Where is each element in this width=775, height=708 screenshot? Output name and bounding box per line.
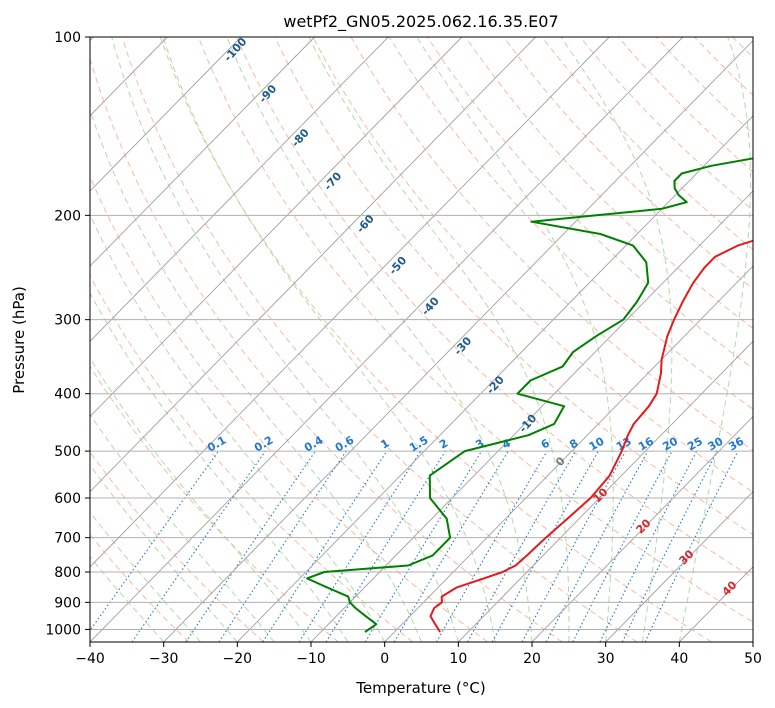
isotherm-line (384, 265, 753, 642)
mixing-ratio-line (521, 450, 627, 642)
dry-adiabat-line (90, 175, 488, 642)
dewpoint-profile-line (306, 157, 753, 633)
dry-adiabat-line (197, 37, 753, 623)
moist-adiabat-line (678, 37, 751, 642)
y-axis-title: Pressure (hPa) (10, 286, 28, 394)
isobar-gridlines (90, 37, 753, 630)
moist-adiabat-line (90, 213, 386, 642)
y-tick-label: 200 (54, 208, 81, 224)
y-tick-label: 1000 (45, 622, 81, 638)
temperature-profile-line (429, 239, 753, 633)
y-tick-label: 800 (54, 565, 81, 581)
dry-adiabat-line (90, 56, 563, 642)
moist-adiabat-line (226, 37, 533, 642)
mixing-ratio-line (90, 450, 220, 632)
mixing-ratio-line (131, 450, 266, 642)
moist-adiabats (90, 37, 751, 642)
dry-adiabat-line (236, 37, 753, 579)
y-tick-label: 500 (54, 444, 81, 460)
dry-adiabat-line (388, 37, 753, 410)
mixing-ratio-line (364, 450, 483, 642)
x-tick-label: −10 (296, 651, 326, 667)
moist-adiabat-line (416, 37, 614, 642)
series-lines (306, 157, 753, 633)
mixing-ratio-line (467, 450, 577, 642)
dry-adiabat-line (90, 451, 264, 642)
x-tick-label: −30 (149, 651, 179, 667)
isotherm-line (605, 491, 753, 642)
isotherm-line (531, 415, 753, 642)
isotherm-line (90, 37, 684, 642)
isotherms (90, 37, 753, 642)
y-tick-label: 900 (54, 595, 81, 611)
mixing-ratio-line (185, 450, 316, 642)
x-axis-title: Temperature (°C) (355, 679, 485, 697)
isotherm-line (90, 37, 463, 418)
dry-adiabat-line (426, 37, 753, 370)
moist-adiabat-line (90, 108, 422, 642)
x-tick-label: 30 (597, 651, 615, 667)
y-tick-label: 700 (54, 531, 81, 547)
y-tick-label: 600 (54, 491, 81, 507)
chart-title: wetPf2_GN05.2025.062.16.35.E07 (283, 12, 558, 32)
moist-adiabat-line (90, 464, 238, 642)
plot-area: -100-90-80-70-60-50-40-30-20-100 0.1 0.2 0… (90, 37, 753, 642)
x-tick-label: 0 (380, 651, 389, 667)
mixing-ratio-lines (90, 450, 739, 642)
x-tick-label: −20 (223, 651, 253, 667)
mixing-ratio-line (599, 450, 698, 642)
isotherm-line (90, 37, 242, 192)
plot-frame (89, 36, 754, 643)
x-axis: −40 −30 −20 −10 0 10 20 30 40 50 (75, 642, 762, 667)
x-tick-label: 40 (670, 651, 688, 667)
isotherm-line (163, 39, 753, 642)
moist-adiabat-line (90, 413, 275, 642)
isotherm-line (90, 37, 536, 493)
mixing-ratio-line (218, 450, 347, 642)
moist-adiabat-line (90, 292, 349, 642)
x-tick-label: 50 (744, 651, 762, 667)
moist-adiabat-line (308, 37, 570, 642)
isotherm-line (90, 37, 610, 568)
x-tick-label: −40 (75, 651, 105, 667)
mixing-ratio-line (545, 450, 649, 642)
moist-adiabat-line (560, 37, 673, 642)
isotherm-line (90, 37, 315, 267)
x-tick-label: 20 (523, 651, 541, 667)
isotherm-line (458, 340, 753, 642)
isotherm-line (237, 115, 753, 642)
y-tick-label: 400 (54, 387, 81, 403)
dry-adiabat-line (121, 37, 638, 642)
y-tick-label: 100 (54, 30, 81, 46)
moist-adiabat-line (111, 37, 459, 642)
dry-adiabat-line (350, 37, 753, 451)
isotherm-line (90, 37, 389, 342)
mixing-ratio-line (298, 450, 422, 642)
x-tick-label: 10 (449, 651, 467, 667)
dry-adiabat-line (90, 365, 339, 642)
dry-adiabat-line (159, 37, 712, 642)
mixing-ratio-line (621, 450, 718, 642)
y-tick-label: 300 (54, 313, 81, 329)
moist-adiabat-line (162, 37, 496, 642)
y-axis: 1000 900 800 700 600 500 400 300 200 100 (45, 30, 90, 638)
dry-adiabat-line (312, 37, 753, 493)
mixing-ratio-line (262, 450, 388, 642)
isotherm-line (310, 190, 753, 642)
